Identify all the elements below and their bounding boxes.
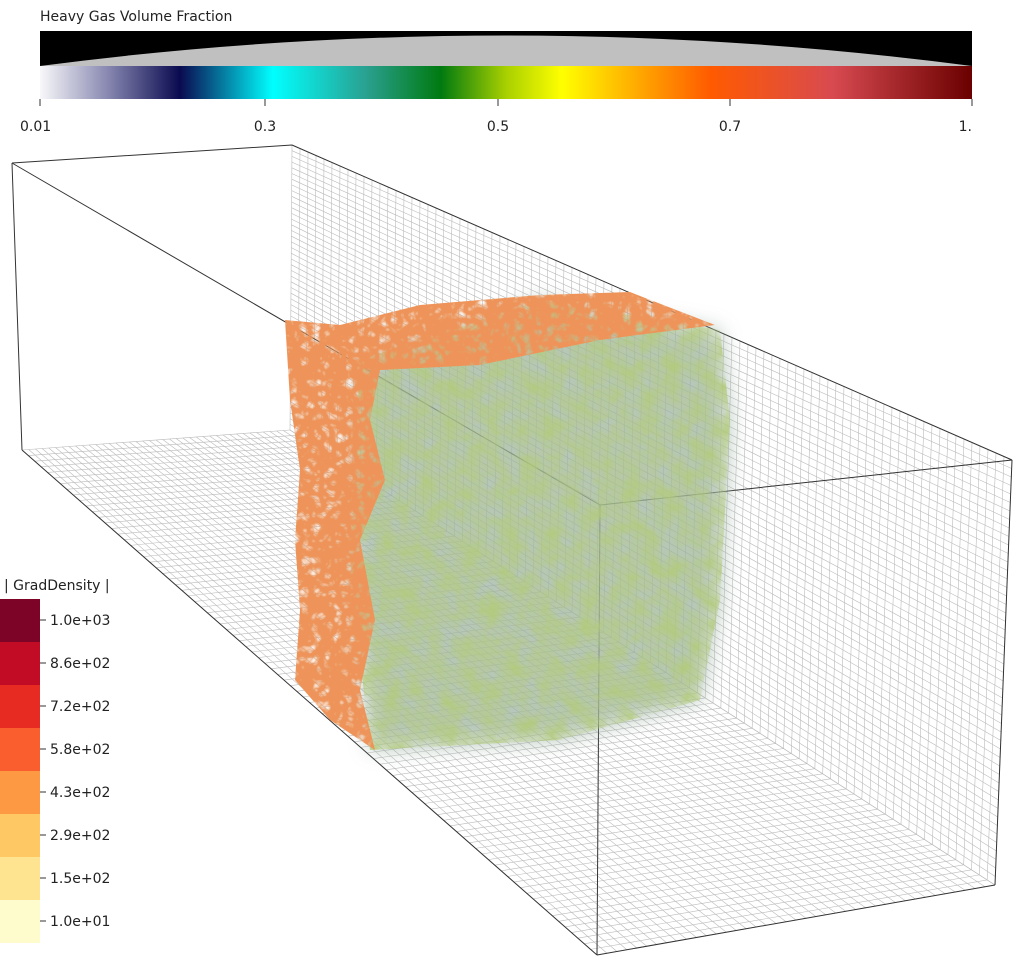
grid-line: [450, 768, 815, 827]
grid-line: [411, 738, 768, 793]
colorbar-title: Heavy Gas Volume Fraction: [40, 9, 232, 25]
grid-line: [584, 874, 980, 945]
grid-line: [469, 783, 839, 844]
legend-label: 1.0e+03: [50, 613, 110, 629]
legend-label: 8.6e+02: [50, 656, 110, 672]
grid-line: [53, 454, 330, 479]
grid-line: [558, 854, 949, 922]
grid-line: [47, 449, 322, 473]
grid-line: [456, 773, 823, 832]
colorbar-tick-label: 1.: [959, 119, 972, 135]
grid-line: [418, 743, 776, 799]
grid-line: [462, 778, 831, 838]
legend-swatch: [0, 642, 40, 685]
colorbar-tick-label: 0.3: [254, 119, 276, 135]
legend-label: 5.8e+02: [50, 742, 110, 758]
grid-line: [443, 763, 808, 821]
legend-swatch: [0, 814, 40, 857]
density-front: [285, 292, 715, 750]
grid-line: [475, 788, 847, 849]
gas-texture: [350, 300, 730, 750]
legend: 1.0e+03 8.6e+02 7.2e+02 5.8e+02 4.3e+02 2.9e+…: [0, 599, 110, 943]
grid-line: [392, 722, 745, 776]
legend-label: 7.2e+02: [50, 699, 110, 715]
grid-line: [386, 717, 737, 771]
grid-line: [21, 429, 291, 451]
grid-line: [494, 803, 870, 866]
grid-line: [430, 753, 792, 810]
grid-line: [424, 748, 784, 804]
colorbar-tick-label: 0.7: [719, 119, 741, 135]
grid-line: [577, 869, 972, 939]
legend-label: 1.0e+01: [50, 914, 110, 930]
grid-line: [501, 808, 878, 872]
grid-line: [545, 844, 933, 911]
grid-line: [488, 798, 862, 860]
legend-label: 2.9e+02: [50, 828, 110, 844]
legend-label: 4.3e+02: [50, 785, 110, 801]
legend-swatch: [0, 685, 40, 728]
legend-swatch: [0, 857, 40, 900]
grid-line: [571, 864, 964, 933]
grid-line: [41, 444, 314, 468]
grid-line: [552, 849, 941, 917]
grid-line: [507, 813, 886, 877]
legend-swatch: [0, 771, 40, 814]
grid-line: [398, 727, 753, 782]
legend-title: | GradDensity |: [4, 578, 110, 594]
grid-line: [60, 460, 338, 484]
grid-line: [481, 793, 855, 855]
grid-line: [520, 824, 902, 888]
grid-line: [590, 879, 988, 950]
grid-line: [405, 733, 761, 787]
grid-line: [539, 839, 925, 905]
grid-line: [513, 818, 894, 883]
colorbar-tick-label: 0.01: [20, 119, 51, 135]
color-bar: [40, 66, 972, 99]
opacity-curve: [40, 35, 972, 66]
grid-line: [34, 439, 306, 462]
grid-line: [28, 434, 298, 456]
grid-line: [526, 829, 909, 894]
legend-label: 1.5e+02: [50, 871, 110, 887]
legend-swatch: [0, 728, 40, 771]
legend-swatch: [0, 599, 40, 642]
grid-line: [66, 465, 345, 490]
grid-line: [565, 859, 956, 928]
legend-swatch: [0, 900, 40, 943]
grid-line: [437, 758, 800, 816]
colorbar-tick-label: 0.5: [487, 119, 509, 135]
